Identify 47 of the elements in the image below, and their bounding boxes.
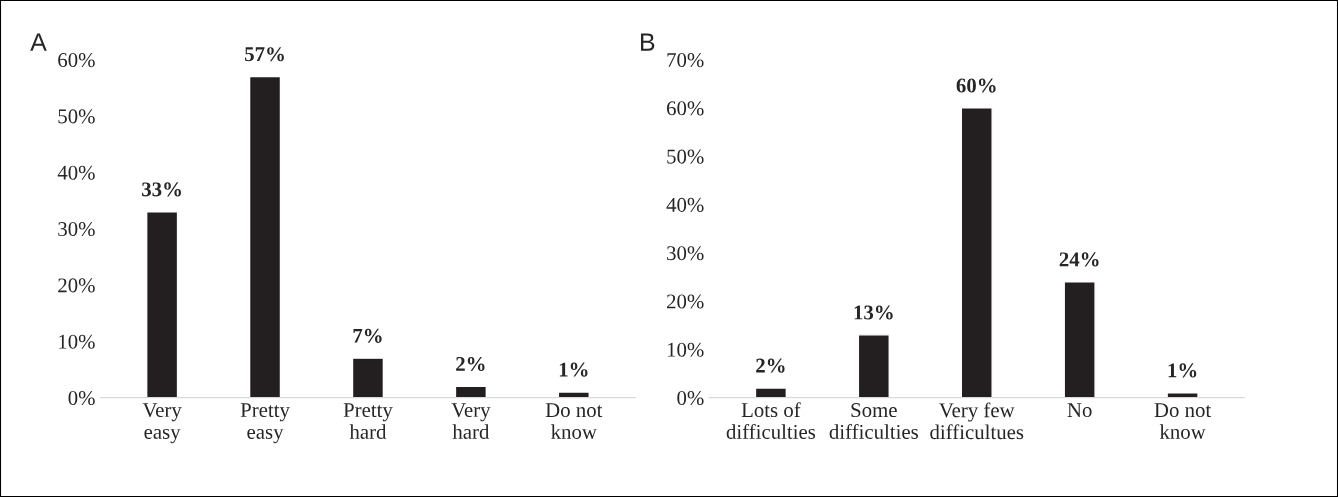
bar (754, 387, 788, 398)
data-label: 33% (142, 182, 181, 197)
y-tick-label: 20% (58, 278, 95, 293)
bar (857, 334, 890, 398)
x-tick-label: No (1067, 403, 1092, 418)
y-tick-label: 20% (667, 294, 704, 309)
data-label: 1% (559, 362, 588, 377)
x-tick-label: Very few difficultues (930, 402, 1024, 440)
data-label: 13% (854, 305, 893, 320)
y-tick-label: 60% (58, 53, 95, 68)
bar (960, 107, 993, 398)
x-tick-label: Pretty easy (240, 403, 290, 444)
x-tick-label: Some difficulties (829, 403, 919, 439)
x-tick-label: Very hard (451, 403, 491, 439)
y-tick-label: 30% (58, 221, 95, 237)
y-tick-label: 50% (667, 149, 704, 164)
x-tick-label: Pretty hard (343, 403, 393, 439)
y-tick-label: 0% (68, 390, 95, 406)
data-label: 24% (1059, 252, 1099, 267)
y-tick-label: 40% (666, 197, 704, 212)
bar (454, 385, 488, 398)
y-tick-label: 70% (667, 53, 704, 68)
data-label: 2% (756, 358, 785, 373)
bar (557, 391, 590, 398)
bar (248, 75, 282, 398)
y-tick-label: 10% (59, 334, 95, 349)
chart-title: A (30, 33, 47, 51)
y-tick-label: 0% (677, 390, 704, 406)
chart-title: B (640, 33, 655, 51)
data-label: 57% (245, 47, 284, 62)
bar (1063, 281, 1096, 398)
bar (351, 357, 385, 398)
y-tick-label: 30% (667, 246, 704, 261)
bar (1166, 392, 1199, 398)
y-tick-label: 10% (667, 342, 704, 357)
x-tick-label: Do not know (545, 403, 603, 439)
y-tick-label: 60% (666, 101, 704, 116)
x-tick-label: Lots of difficulties (726, 402, 816, 439)
data-label: 7% (353, 328, 382, 343)
data-label: 2% (456, 356, 485, 372)
y-tick-label: 50% (58, 109, 95, 124)
bar (145, 211, 179, 398)
data-label: 1% (1168, 363, 1197, 378)
data-label: 60% (956, 78, 996, 93)
x-tick-label: Do not know (1154, 403, 1212, 439)
y-tick-label: 40% (57, 165, 95, 180)
x-tick-label: Very easy (142, 403, 182, 444)
